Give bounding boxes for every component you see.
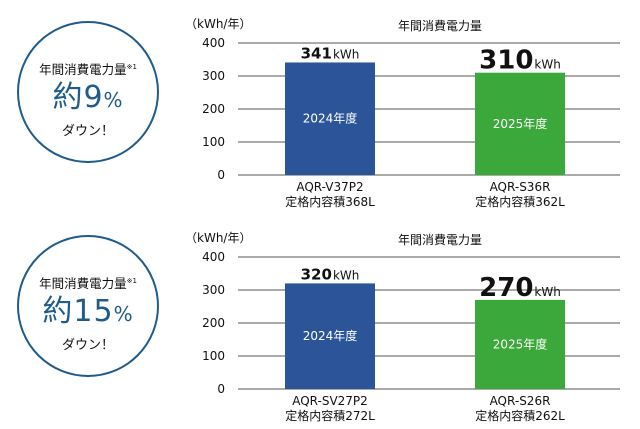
bar-year-label: 2025年度	[493, 116, 548, 131]
percent-sign: %	[103, 88, 124, 112]
bar	[475, 299, 565, 389]
chart-panel-1: 年間消費電力量※1 約9% ダウン！ （kWh/年） 年間消費電力量 0 100 2…	[17, 17, 620, 210]
badge-caption: 年間消費電力量	[39, 62, 127, 77]
bar-year-label: 2025年度	[493, 336, 548, 351]
value-label: 310kWh	[479, 46, 561, 76]
y-tick-label: 300	[202, 69, 225, 83]
reduction-badge: 年間消費電力量※1 約9% ダウン！	[17, 21, 159, 163]
value-number: 310	[479, 46, 533, 76]
x-category-label: AQR-V37P2 定格内容積368L	[250, 180, 410, 210]
chart-panel-2: 年間消費電力量※1 約15% ダウン！ （kWh/年） 年間消費電力量 0 100…	[0, 214, 640, 429]
model-name: AQR-V37P2	[296, 180, 364, 194]
value-label: 320kWh	[301, 265, 360, 283]
x-category-label: AQR-S26R 定格内容積262L	[440, 394, 600, 424]
y-axis-unit: （kWh/年）	[185, 231, 252, 245]
model-name: AQR-S36R	[489, 180, 551, 194]
percent-sign: %	[113, 302, 134, 326]
value-number: 320	[301, 265, 332, 283]
value-number: 341	[301, 44, 332, 62]
badge-down-text: ダウン！	[61, 124, 114, 139]
y-tick-label: 0	[217, 382, 225, 396]
badge-percent-value: 9	[83, 80, 104, 115]
y-tick-label: 200	[202, 316, 225, 330]
y-tick-label: 300	[202, 283, 225, 297]
footnote-mark: ※1	[126, 276, 137, 285]
badge-percent-value: 15	[73, 294, 114, 329]
model-name: AQR-S26R	[489, 394, 551, 408]
footnote-mark: ※1	[126, 62, 137, 71]
bar	[285, 62, 375, 175]
y-tick-label: 100	[202, 135, 225, 149]
model-name: AQR-SV27P2	[292, 394, 368, 408]
value-unit: kWh	[333, 268, 359, 282]
value-unit: kWh	[333, 47, 359, 61]
chart-title: 年間消費電力量	[397, 233, 482, 247]
badge-prefix: 約	[42, 294, 74, 329]
badge-down-text: ダウン！	[61, 338, 114, 353]
value-label: 270kWh	[479, 273, 561, 303]
x-category-label: AQR-S36R 定格内容積362L	[440, 180, 600, 210]
bar-year-label: 2024年度	[303, 328, 358, 343]
badge-caption: 年間消費電力量	[39, 276, 127, 291]
value-number: 270	[479, 273, 533, 303]
capacity-text: 定格内容積362L	[475, 195, 565, 209]
reduction-badge: 年間消費電力量※1 約15% ダウン！	[17, 235, 159, 377]
y-tick-label: 200	[202, 102, 225, 116]
chart-title: 年間消費電力量	[397, 19, 482, 33]
y-tick-label: 100	[202, 349, 225, 363]
value-unit: kWh	[534, 285, 560, 299]
bar	[285, 283, 375, 389]
value-label: 341kWh	[301, 44, 360, 62]
y-tick-label: 0	[217, 168, 225, 182]
y-axis-unit: （kWh/年）	[185, 17, 252, 31]
value-unit: kWh	[534, 58, 560, 72]
y-tick-label: 400	[202, 250, 225, 264]
capacity-text: 定格内容積368L	[285, 195, 375, 209]
badge-prefix: 約	[52, 80, 84, 115]
bar-year-label: 2024年度	[303, 111, 358, 126]
bar	[475, 72, 565, 175]
capacity-text: 定格内容積272L	[285, 409, 375, 423]
capacity-text: 定格内容積262L	[475, 409, 565, 423]
y-tick-label: 400	[202, 36, 225, 50]
x-category-label: AQR-SV27P2 定格内容積272L	[250, 394, 410, 424]
